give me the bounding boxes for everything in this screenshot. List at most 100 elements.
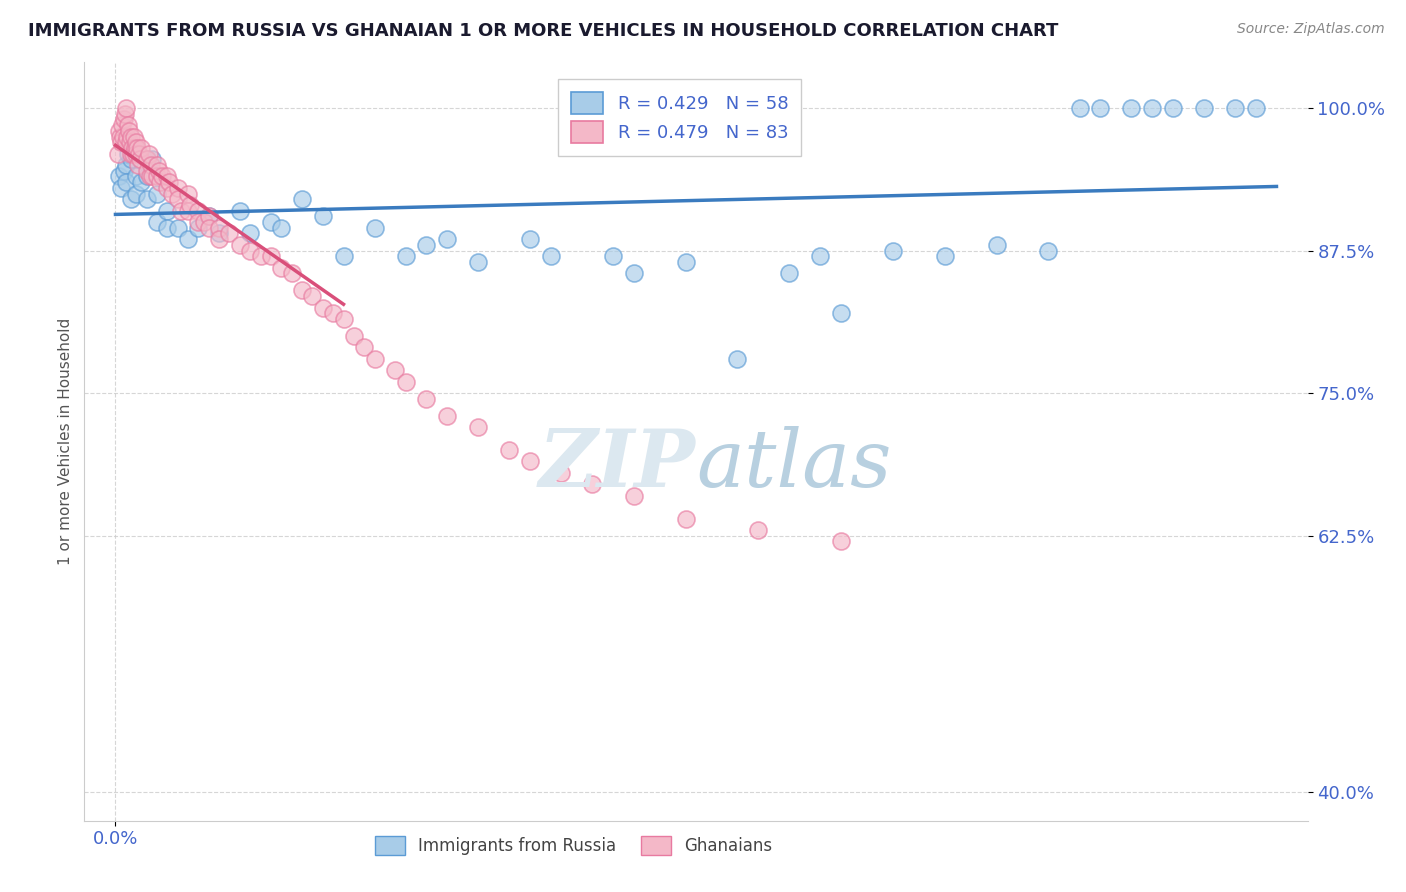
Point [125,186,148,201]
Point [986,238,1008,252]
Point [187,203,209,218]
Point [149,175,172,189]
Point [498,443,520,458]
Point [778,266,800,280]
Point [208,227,231,241]
Point [146,169,169,184]
Point [675,255,697,269]
Point [111,118,134,132]
Point [139,158,162,172]
Point [229,238,252,252]
Point [384,363,406,377]
Point [128,146,150,161]
Point [150,169,173,184]
Point [312,210,335,224]
Point [208,232,231,246]
Y-axis label: 1 or more Vehicles in Household: 1 or more Vehicles in Household [58,318,73,566]
Point [125,146,148,161]
Point [112,163,135,178]
Point [114,175,136,189]
Point [260,215,283,229]
Point [118,124,141,138]
Legend: Immigrants from Russia, Ghanaians: Immigrants from Russia, Ghanaians [368,829,779,862]
Point [581,477,603,491]
Point [312,301,335,315]
Text: IMMIGRANTS FROM RUSSIA VS GHANAIAN 1 OR MORE VEHICLES IN HOUSEHOLD CORRELATION C: IMMIGRANTS FROM RUSSIA VS GHANAIAN 1 OR … [28,22,1059,40]
Point [148,163,170,178]
Point [602,249,624,263]
Point [187,220,209,235]
Point [218,227,240,241]
Point [166,192,188,206]
Point [122,146,145,161]
Point [131,141,153,155]
Point [135,169,157,184]
Point [519,454,541,468]
Point [107,169,129,184]
Point [110,135,132,149]
Point [1090,101,1112,115]
Point [125,135,148,149]
Point [115,129,138,144]
Point [332,249,354,263]
Point [108,129,131,144]
Point [934,249,956,263]
Point [112,112,135,127]
Point [1161,101,1184,115]
Point [141,153,163,167]
Point [830,306,852,320]
Point [808,249,831,263]
Point [141,169,163,184]
Point [270,220,292,235]
Point [131,175,153,189]
Point [135,163,157,178]
Point [135,153,157,167]
Point [229,203,252,218]
Point [166,220,188,235]
Point [146,158,169,172]
Point [138,169,160,184]
Point [117,118,139,132]
Point [156,169,179,184]
Point [127,158,149,172]
Point [270,260,292,275]
Point [177,232,200,246]
Point [120,146,142,161]
Point [177,203,200,218]
Point [550,466,572,480]
Point [107,124,129,138]
Point [120,192,142,206]
Point [436,232,458,246]
Point [110,181,132,195]
Point [291,192,314,206]
Point [193,215,215,229]
Point [127,141,149,155]
Point [197,210,219,224]
Point [125,169,148,184]
Point [114,107,136,121]
Point [166,181,188,195]
Point [125,141,148,155]
Point [197,220,219,235]
Point [156,203,179,218]
Point [208,220,231,235]
Point [1121,101,1143,115]
Point [540,249,562,263]
Point [1223,101,1246,115]
Point [1069,101,1091,115]
Point [239,244,262,258]
Point [179,198,201,212]
Point [117,146,139,161]
Point [343,329,366,343]
Point [107,146,129,161]
Point [239,227,262,241]
Text: ZIP: ZIP [538,425,696,503]
Point [363,220,385,235]
Point [291,284,314,298]
Point [519,232,541,246]
Point [1244,101,1267,115]
Point [146,186,169,201]
Point [129,153,152,167]
Point [162,186,184,201]
Text: atlas: atlas [696,425,891,503]
